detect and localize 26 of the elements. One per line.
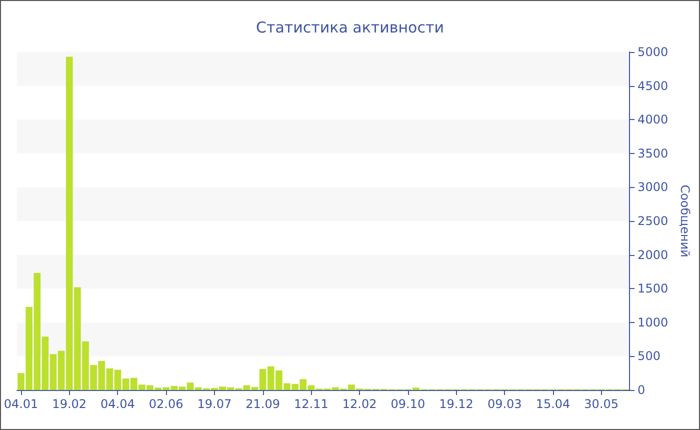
y-tick-label: 3000: [638, 180, 668, 194]
x-tick-label: 12.02: [342, 397, 377, 411]
x-tick-label: 12.11: [294, 397, 328, 411]
x-tick-label: 04.01: [4, 397, 38, 411]
x-tick-label: 19.07: [197, 397, 232, 411]
y-tick-label: 500: [638, 349, 660, 364]
y-tick-label: 0: [638, 383, 646, 397]
y-tick-label: 4000: [638, 112, 668, 127]
y-tick-label: 3500: [638, 146, 668, 160]
x-tick-label: 30.05: [584, 397, 619, 411]
y-tick-label: 1000: [638, 315, 668, 330]
y-tick-label: 1500: [638, 282, 668, 296]
x-tick-label: 09.03: [487, 397, 522, 411]
x-tick-label: 19.12: [439, 397, 474, 411]
x-tick-label: 02.06: [148, 397, 184, 411]
y-tick-label: 5000: [638, 45, 668, 59]
y-axis-title: Сообщений: [678, 184, 692, 258]
chart-title: Статистика активности: [256, 18, 444, 36]
y-tick-label: 2500: [638, 214, 668, 228]
y-tick-label: 4500: [638, 78, 668, 93]
x-tick-label: 09.10: [390, 397, 426, 411]
x-tick-label: 19.02: [52, 397, 87, 411]
x-tick-label: 21.09: [246, 397, 280, 411]
y-tick-label: 2000: [638, 248, 668, 262]
x-tick-label: 04.04: [100, 397, 135, 411]
x-tick-label: 15.04: [536, 397, 570, 411]
